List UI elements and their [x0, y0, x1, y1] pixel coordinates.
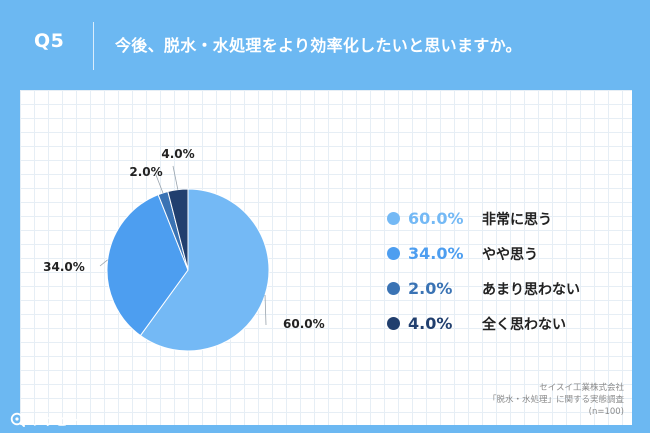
- legend-label: やや思う: [482, 246, 538, 263]
- leader-line: [99, 259, 108, 267]
- data-label-not-much: 2.0%: [129, 165, 162, 179]
- source-sample-size: (n=100): [588, 407, 624, 417]
- leader-line: [155, 174, 164, 194]
- leader-line: [264, 295, 267, 326]
- slice-not-at-all: [167, 188, 189, 271]
- legend-marker: [387, 212, 400, 225]
- question-number: Q5: [34, 30, 65, 52]
- legend-label: 非常に思う: [482, 211, 552, 228]
- legend-marker: [387, 247, 400, 260]
- legend-value: 2.0%: [408, 279, 453, 298]
- legend-value: 60.0%: [408, 209, 464, 228]
- data-label-somewhat: 34.0%: [43, 260, 85, 274]
- brand-name: リサピー: [29, 414, 82, 429]
- legend-marker: [387, 317, 400, 330]
- source-company: セイスイ工業株式会社: [539, 383, 624, 393]
- chart-legend: 60.0% 非常に思う 34.0% やや思う 2.0% あまり思わない 4.0%…: [387, 201, 627, 341]
- data-label-not-at-all: 4.0%: [161, 147, 194, 161]
- risapi-logo-icon: [10, 412, 25, 427]
- leader-line: [172, 165, 179, 190]
- pie-chart: 60.0% 34.0% 2.0% 4.0%: [43, 147, 325, 352]
- source-survey: 「脱水・水処理」に関する実態調査: [487, 395, 624, 405]
- legend-value: 34.0%: [408, 244, 464, 263]
- slice-very-much: [139, 188, 270, 352]
- brand-logo: リサピー: [10, 410, 81, 429]
- data-label-very-much: 60.0%: [283, 317, 325, 331]
- chart-card: 60.0% 34.0% 2.0% 4.0% 60.0% 非常に思う 34.0% やや思…: [20, 90, 632, 425]
- legend-item-very-much: 60.0% 非常に思う: [387, 201, 627, 236]
- question-title: 今後、脱水・水処理をより効率化したいと思いますか。: [115, 36, 522, 55]
- header-divider: [93, 22, 94, 70]
- legend-label: 全く思わない: [482, 316, 566, 333]
- legend-item-not-at-all: 4.0% 全く思わない: [387, 306, 627, 341]
- legend-value: 4.0%: [408, 314, 453, 333]
- slice-somewhat: [106, 194, 189, 337]
- question-header: Q5 今後、脱水・水処理をより効率化したいと思いますか。: [0, 0, 650, 90]
- source-note: セイスイ工業株式会社 「脱水・水処理」に関する実態調査 (n=100): [488, 382, 624, 418]
- legend-item-somewhat: 34.0% やや思う: [387, 236, 627, 271]
- legend-label: あまり思わない: [482, 281, 580, 298]
- legend-marker: [387, 282, 400, 295]
- legend-item-not-much: 2.0% あまり思わない: [387, 271, 627, 306]
